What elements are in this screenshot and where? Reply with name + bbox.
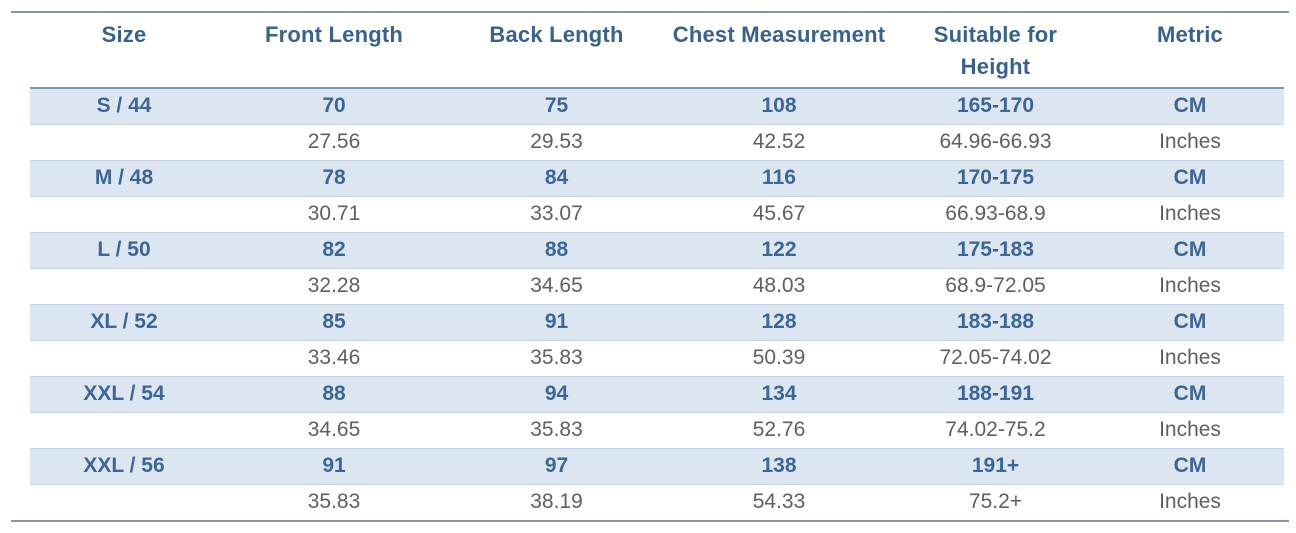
cell-front-length: 35.83 (218, 484, 450, 520)
cell-metric: Inches (1096, 412, 1284, 448)
cell-back-length: 34.65 (450, 268, 663, 304)
cell-front-length: 27.56 (218, 124, 450, 160)
cell-chest-measurement: 122 (663, 231, 895, 269)
cell-back-length: 84 (450, 159, 663, 197)
cell-size (30, 124, 218, 160)
cell-metric: Inches (1096, 196, 1284, 232)
cell-suitable-height: 183-188 (895, 303, 1096, 341)
cell-chest-measurement: 50.39 (663, 340, 895, 376)
cell-back-length: 35.83 (450, 340, 663, 376)
cell-suitable-height: 64.96-66.93 (895, 124, 1096, 160)
cell-size: M / 48 (30, 159, 218, 197)
cell-front-length: 88 (218, 375, 450, 413)
cell-back-length: 29.53 (450, 124, 663, 160)
cell-back-length: 33.07 (450, 196, 663, 232)
cell-suitable-height: 72.05-74.02 (895, 340, 1096, 376)
cell-chest-measurement: 134 (663, 375, 895, 413)
cell-back-length: 94 (450, 375, 663, 413)
cell-size (30, 412, 218, 448)
cell-suitable-height: 66.93-68.9 (895, 196, 1096, 232)
column-header-front-length: Front Length (218, 13, 450, 89)
cell-front-length: 32.28 (218, 268, 450, 304)
cell-size: XXL / 56 (30, 447, 218, 485)
cell-metric: CM (1096, 159, 1284, 197)
cell-metric: Inches (1096, 340, 1284, 376)
cell-metric: Inches (1096, 268, 1284, 304)
table-row: 27.56 29.53 42.52 64.96-66.93 Inches (30, 124, 1284, 160)
cell-front-length: 85 (218, 303, 450, 341)
column-header-metric: Metric (1096, 13, 1284, 89)
cell-chest-measurement: 138 (663, 447, 895, 485)
column-header-back-length: Back Length (450, 13, 663, 89)
table-row: XXL / 56 91 97 138 191+ CM (30, 447, 1284, 485)
column-header-size: Size (30, 13, 218, 89)
cell-suitable-height: 188-191 (895, 375, 1096, 413)
cell-suitable-height: 191+ (895, 447, 1096, 485)
table-row: 30.71 33.07 45.67 66.93-68.9 Inches (30, 196, 1284, 232)
cell-metric: CM (1096, 231, 1284, 269)
cell-front-length: 70 (218, 87, 450, 125)
cell-suitable-height: 165-170 (895, 87, 1096, 125)
cell-size: XL / 52 (30, 303, 218, 341)
table-row: L / 50 82 88 122 175-183 CM (30, 231, 1284, 269)
cell-back-length: 88 (450, 231, 663, 269)
cell-front-length: 82 (218, 231, 450, 269)
cell-back-length: 75 (450, 87, 663, 125)
cell-chest-measurement: 54.33 (663, 484, 895, 520)
cell-size: L / 50 (30, 231, 218, 269)
size-table-body: S / 44 70 75 108 165-170 CM 27.56 29.53 … (30, 87, 1284, 520)
table-row: 35.83 38.19 54.33 75.2+ Inches (30, 484, 1284, 520)
table-row: XXL / 54 88 94 134 188-191 CM (30, 375, 1284, 413)
cell-chest-measurement: 52.76 (663, 412, 895, 448)
table-row: S / 44 70 75 108 165-170 CM (30, 87, 1284, 125)
cell-metric: CM (1096, 303, 1284, 341)
cell-chest-measurement: 108 (663, 87, 895, 125)
size-chart-table: Size Front Length Back Length Chest Meas… (30, 13, 1284, 520)
table-row: M / 48 78 84 116 170-175 CM (30, 159, 1284, 197)
cell-suitable-height: 74.02-75.2 (895, 412, 1096, 448)
table-top-rule (11, 11, 1289, 13)
cell-front-length: 30.71 (218, 196, 450, 232)
cell-metric: CM (1096, 447, 1284, 485)
cell-front-length: 34.65 (218, 412, 450, 448)
cell-front-length: 78 (218, 159, 450, 197)
table-header: Size Front Length Back Length Chest Meas… (30, 13, 1284, 89)
cell-chest-measurement: 45.67 (663, 196, 895, 232)
cell-metric: Inches (1096, 484, 1284, 520)
cell-back-length: 35.83 (450, 412, 663, 448)
cell-back-length: 91 (450, 303, 663, 341)
table-row: 32.28 34.65 48.03 68.9-72.05 Inches (30, 268, 1284, 304)
cell-metric: CM (1096, 375, 1284, 413)
cell-chest-measurement: 116 (663, 159, 895, 197)
cell-front-length: 91 (218, 447, 450, 485)
cell-size (30, 196, 218, 232)
cell-back-length: 97 (450, 447, 663, 485)
table-row: 33.46 35.83 50.39 72.05-74.02 Inches (30, 340, 1284, 376)
cell-suitable-height: 75.2+ (895, 484, 1096, 520)
cell-suitable-height: 170-175 (895, 159, 1096, 197)
cell-metric: Inches (1096, 124, 1284, 160)
table-row: XL / 52 85 91 128 183-188 CM (30, 303, 1284, 341)
header-row: Size Front Length Back Length Chest Meas… (30, 13, 1284, 89)
column-header-height: Suitable for Height (895, 13, 1096, 89)
cell-suitable-height: 175-183 (895, 231, 1096, 269)
cell-suitable-height: 68.9-72.05 (895, 268, 1096, 304)
cell-chest-measurement: 128 (663, 303, 895, 341)
table-bottom-rule (11, 520, 1289, 522)
cell-chest-measurement: 48.03 (663, 268, 895, 304)
cell-chest-measurement: 42.52 (663, 124, 895, 160)
cell-size (30, 484, 218, 520)
cell-metric: CM (1096, 87, 1284, 125)
cell-size (30, 268, 218, 304)
cell-front-length: 33.46 (218, 340, 450, 376)
cell-size (30, 340, 218, 376)
column-header-chest: Chest Measurement (663, 13, 895, 89)
cell-back-length: 38.19 (450, 484, 663, 520)
cell-size: XXL / 54 (30, 375, 218, 413)
cell-size: S / 44 (30, 87, 218, 125)
table-row: 34.65 35.83 52.76 74.02-75.2 Inches (30, 412, 1284, 448)
